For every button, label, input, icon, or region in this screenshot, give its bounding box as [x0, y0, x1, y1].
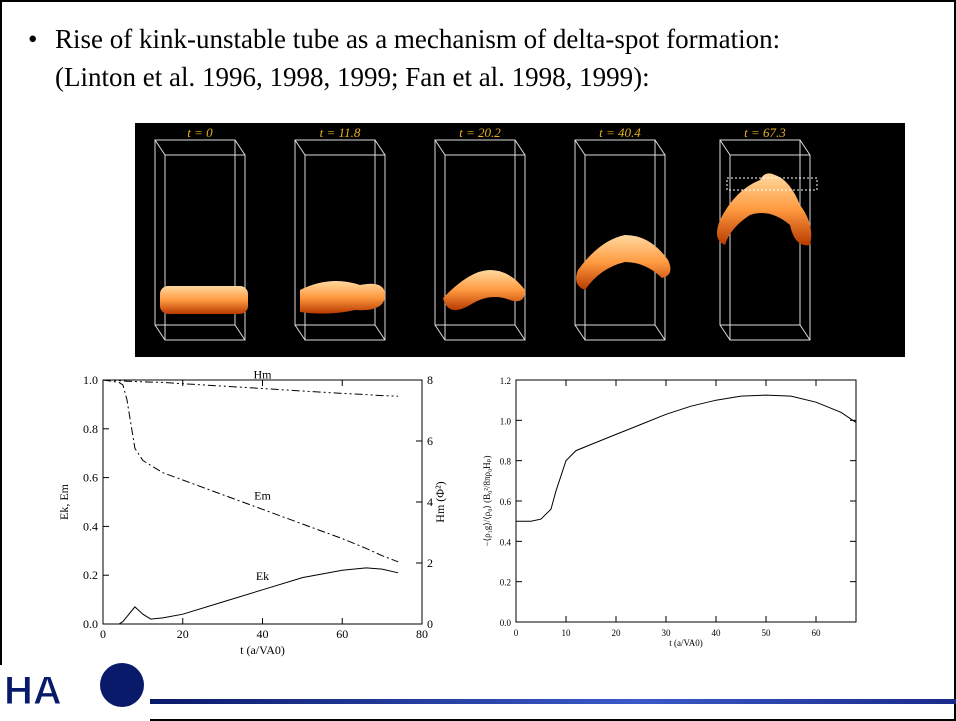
- y-tick-label: 0.0: [83, 617, 98, 631]
- y2-tick-label: 6: [427, 434, 433, 448]
- panel-label: t = 67.3: [744, 125, 786, 140]
- x-tick-label: 30: [662, 628, 672, 638]
- logo-circle: [100, 663, 144, 707]
- y-tick-label: 0.8: [83, 422, 98, 436]
- footer-bar: [150, 699, 956, 704]
- y-axis-label: Ek, Em: [57, 483, 71, 520]
- y-tick-label: 0.4: [83, 519, 98, 533]
- series-line: [103, 568, 398, 624]
- y2-tick-label: 8: [427, 373, 433, 387]
- y-tick-label: 0.6: [83, 471, 98, 485]
- logo-text: HA: [4, 669, 62, 713]
- plot-frame: [516, 380, 856, 622]
- x-tick-label: 20: [612, 628, 622, 638]
- y-tick-label: 0.6: [500, 497, 512, 507]
- y-tick-label: 0.0: [500, 618, 512, 628]
- y-tick-label: 0.2: [83, 568, 98, 582]
- panel-label: t = 20.2: [459, 125, 501, 140]
- x-tick-label: 40: [257, 627, 269, 641]
- x-tick-label: 20: [177, 627, 189, 641]
- series-label: Hm: [254, 368, 273, 382]
- y2-tick-label: 0: [427, 617, 433, 631]
- x-tick-label: 0: [514, 628, 519, 638]
- y2-tick-label: 2: [427, 556, 433, 570]
- series-line: [103, 380, 398, 396]
- panel-label: t = 40.4: [599, 125, 641, 140]
- y-tick-label: 0.4: [500, 537, 512, 547]
- y2-axis-label: Hm (Φ²): [433, 481, 447, 522]
- y-tick-label: 1.2: [500, 376, 511, 386]
- y-tick-label: 1.0: [500, 416, 512, 426]
- x-tick-label: 0: [100, 627, 106, 641]
- x-tick-label: 10: [562, 628, 572, 638]
- x-axis-label: t (a/VA0): [669, 638, 703, 648]
- simulation-image: [135, 123, 905, 357]
- y-tick-label: 0.2: [500, 578, 511, 588]
- series-label: Ek: [256, 569, 269, 583]
- y-axis-label: −⟨ρ₁g⟩/⟨ρ₀⟩ (B₀²/8πρ₀Hₚ): [482, 456, 492, 547]
- series-line: [516, 395, 856, 521]
- panel-label: t = 11.8: [320, 125, 361, 140]
- x-tick-label: 60: [336, 627, 348, 641]
- series-line: [103, 380, 398, 562]
- slide-border: [1, 1, 955, 720]
- slide: • Rise of kink-unstable tube as a mechan…: [0, 0, 956, 721]
- x-axis-label: t (a/VA0): [240, 643, 285, 657]
- x-tick-label: 50: [762, 628, 772, 638]
- y-tick-label: 0.8: [500, 457, 512, 467]
- x-tick-label: 60: [812, 628, 822, 638]
- series-label: Em: [254, 488, 271, 502]
- slide-graphics: HA t = 0 t = 11.8 t = 20.2 t = 40.4 t = 67.3…: [0, 0, 956, 721]
- x-tick-label: 40: [712, 628, 722, 638]
- panel-label: t = 0: [187, 125, 213, 140]
- y-tick-label: 1.0: [83, 373, 98, 387]
